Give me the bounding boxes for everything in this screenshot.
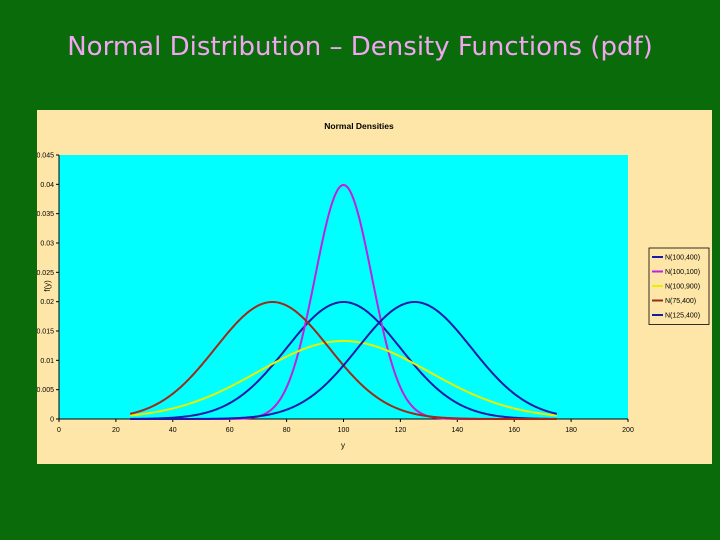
legend-label: N(125,400) xyxy=(665,313,700,320)
y-tick-label: 0.035 xyxy=(37,211,54,218)
x-tick-label: 0 xyxy=(57,427,61,434)
x-tick-label: 60 xyxy=(226,427,234,434)
legend-label: N(100,100) xyxy=(665,269,700,276)
legend-label: N(100,400) xyxy=(665,255,700,262)
x-tick-label: 80 xyxy=(283,427,291,434)
x-axis-label: y xyxy=(341,441,345,450)
legend-label: N(100,900) xyxy=(665,284,700,291)
y-tick-label: 0.025 xyxy=(37,270,54,277)
y-tick-label: 0.045 xyxy=(37,153,54,160)
y-axis-label: f(y) xyxy=(43,280,52,292)
x-tick-label: 40 xyxy=(169,427,177,434)
y-tick-label: 0.015 xyxy=(37,329,54,336)
chart-panel: Normal Densities 0 0.005 0.01 0.015 0.02 0.02… xyxy=(37,110,712,464)
density-curve-N(100,400) xyxy=(130,300,557,420)
x-tick-label: 160 xyxy=(508,427,520,434)
x-tick-label: 120 xyxy=(395,427,407,434)
x-tick-label: 180 xyxy=(565,427,577,434)
y-tick-label: 0 xyxy=(50,417,54,424)
x-tick-label: 20 xyxy=(112,427,120,434)
y-tick-label: 0.005 xyxy=(37,387,54,394)
x-tick-label: 100 xyxy=(338,427,350,434)
density-curve-N(100,900) xyxy=(130,339,557,417)
y-tick-label: 0.02 xyxy=(40,299,54,306)
legend: N(100,400) N(100,100) N(100,900) N(75,400) N… xyxy=(648,247,710,325)
plot-area xyxy=(59,155,628,419)
chart-title: Normal Densities xyxy=(324,121,394,131)
normal-densities-chart: Normal Densities 0 0.005 0.01 0.015 0.02 0.02… xyxy=(37,121,710,450)
y-tick-label: 0.01 xyxy=(40,358,54,365)
x-tick-label: 200 xyxy=(622,427,634,434)
slide-title: Normal Distribution – Density Functions … xyxy=(67,32,653,62)
legend-label: N(75,400) xyxy=(665,298,696,305)
y-tick-label: 0.03 xyxy=(40,241,54,248)
x-tick-label: 140 xyxy=(451,427,463,434)
y-tick-label: 0.04 xyxy=(40,182,54,189)
density-curve-N(125,400) xyxy=(130,300,558,420)
